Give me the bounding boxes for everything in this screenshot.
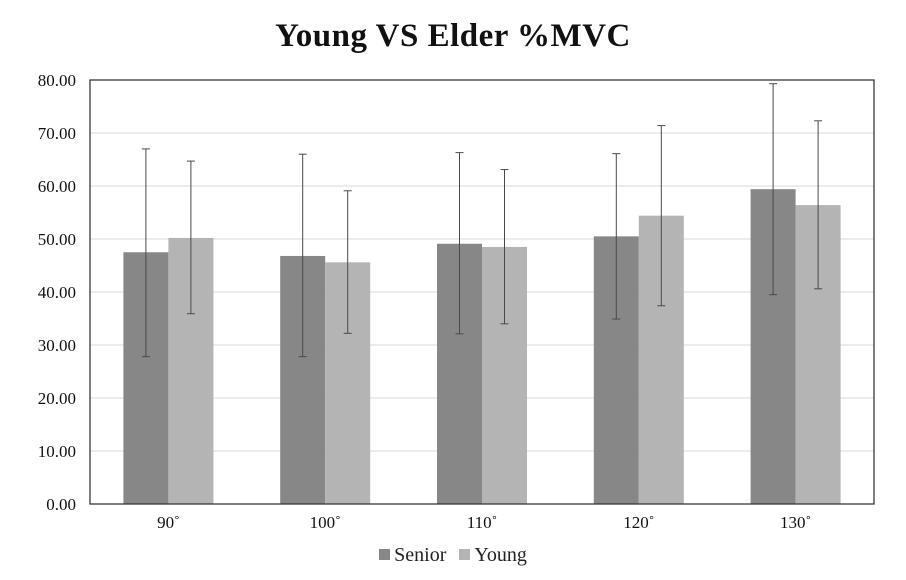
y-tick-label: 40.00 [38, 283, 76, 302]
x-tick-label: 100˚ [310, 513, 341, 532]
y-tick-label: 20.00 [38, 389, 76, 408]
legend-swatch-senior [379, 549, 391, 560]
plot-frame [89, 79, 875, 505]
legend-label-senior: Senior [394, 544, 447, 566]
y-tick-label: 60.00 [38, 177, 76, 196]
y-tick-label: 0.00 [46, 495, 76, 514]
y-tick-label: 80.00 [38, 71, 76, 90]
x-tick-label: 110˚ [467, 513, 498, 532]
x-tick-label: 120˚ [623, 513, 654, 532]
legend-label-young: Young [474, 544, 527, 566]
y-tick-label: 10.00 [38, 442, 76, 461]
x-tick-label: 90˚ [157, 513, 180, 532]
error-bars [141, 83, 823, 358]
bars [123, 189, 841, 504]
x-tick-labels: 90˚ 100˚ 110˚ 120˚ 130˚ [157, 513, 811, 532]
x-tick-label: 130˚ [780, 513, 811, 532]
axes [89, 79, 875, 505]
chart-title: Young VS Elder %MVC [275, 18, 631, 54]
y-tick-label: 70.00 [38, 124, 76, 143]
y-tick-label: 50.00 [38, 230, 76, 249]
legend: Senior Young [0, 544, 906, 567]
legend-item-senior: Senior [379, 544, 446, 567]
legend-item-young: Young [459, 544, 527, 567]
y-tick-labels: 0.00 10.00 20.00 30.00 40.00 50.00 60.00 70.00 8… [38, 71, 76, 514]
y-tick-label: 30.00 [38, 336, 76, 355]
legend-swatch-young [459, 549, 471, 560]
